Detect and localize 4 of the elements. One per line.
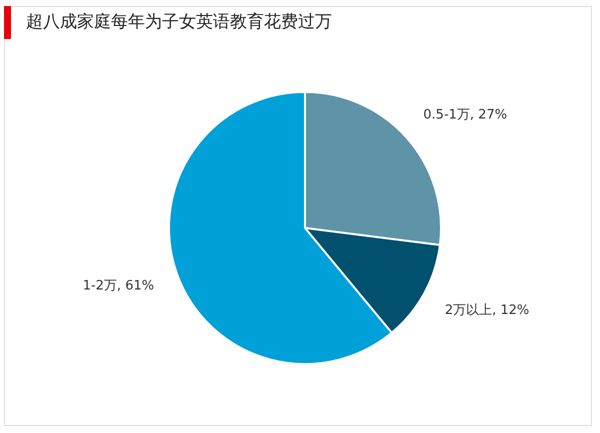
slice-label: 0.5-1万, 27%	[423, 107, 508, 122]
chart-title: 超八成家庭每年为子女英语教育花费过万	[26, 11, 332, 33]
slice-label: 1-2万, 61%	[82, 278, 154, 294]
slice-label: 2万以上, 12%	[444, 302, 530, 318]
